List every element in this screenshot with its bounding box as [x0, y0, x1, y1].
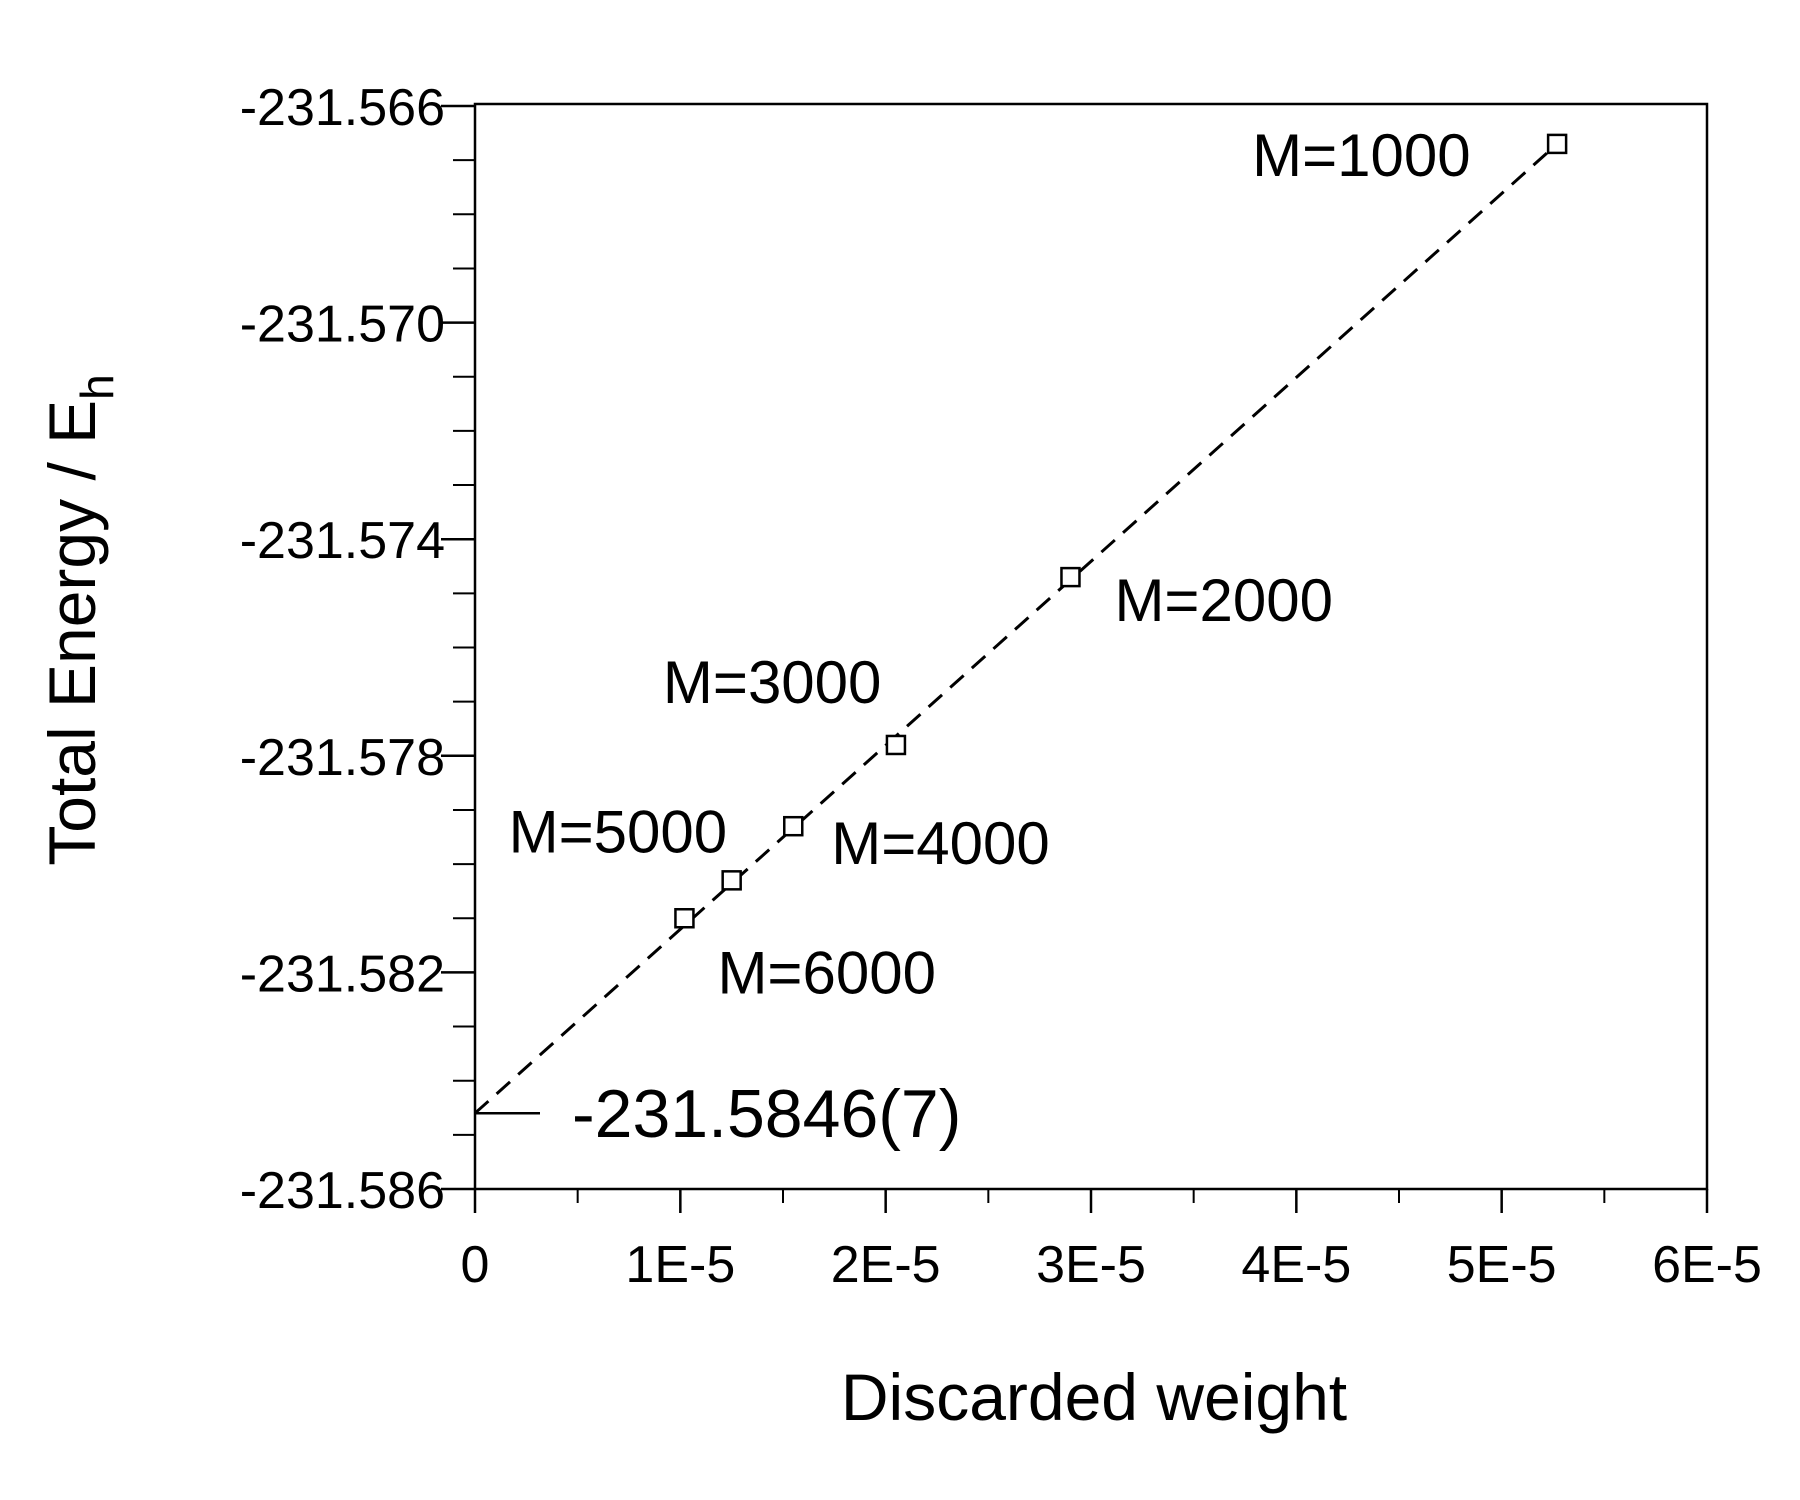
- y-tick-label: -231.570: [240, 296, 445, 354]
- y-tick-label: -231.586: [240, 1162, 445, 1220]
- data-point-label: M=2000: [1114, 567, 1333, 634]
- data-point-label: M=6000: [717, 939, 936, 1006]
- fit-line-layer: [473, 142, 1559, 1115]
- y-tick-label: -231.566: [240, 79, 445, 137]
- data-point: [1060, 566, 1081, 588]
- y-axis-title-main: Total Energy / E: [35, 400, 109, 866]
- y-axis-title-subscript: h: [71, 374, 123, 400]
- data-point-label: M=4000: [831, 810, 1049, 877]
- data-point-label: M=3000: [663, 649, 882, 716]
- data-point: [721, 870, 742, 891]
- y-tick-label: -231.582: [240, 945, 445, 1003]
- x-tick-label: 1E-5: [625, 1236, 735, 1294]
- y-tick-label: -231.578: [240, 729, 445, 787]
- axes-layer: 0 1E-5 2E-5 3E-5 4E-5 5E-5 6E-5 -231.566 -231.57…: [240, 79, 1762, 1294]
- x-tick-label: 2E-5: [831, 1236, 941, 1294]
- data-point: [885, 734, 907, 756]
- point-labels-layer: M=1000 M=2000 M=3000 M=4000 M=5000 M=6000: [509, 122, 1471, 1006]
- x-axis-title: Discarded weight: [841, 1360, 1347, 1434]
- data-point: [783, 815, 804, 837]
- y-axis-title: Total Energy / Eh: [35, 374, 123, 866]
- x-tick-label: 0: [461, 1236, 490, 1294]
- x-tick-label: 5E-5: [1447, 1236, 1557, 1294]
- data-point-label: M=1000: [1252, 122, 1471, 189]
- fit-line: [473, 142, 1559, 1115]
- data-point-label: M=5000: [509, 798, 727, 865]
- extrapolated-energy-label: -231.5846(7): [572, 1076, 961, 1152]
- x-tick-label: 3E-5: [1036, 1236, 1146, 1294]
- x-tick-label: 6E-5: [1652, 1236, 1762, 1294]
- plot-frame: [473, 102, 1709, 1191]
- y-tick-label: -231.574: [240, 512, 445, 570]
- y-axis-title-group: Total Energy / Eh: [35, 374, 123, 866]
- data-points-layer: [674, 133, 1568, 929]
- x-tick-label: 4E-5: [1241, 1236, 1351, 1294]
- data-point: [1546, 133, 1568, 155]
- data-point: [674, 908, 695, 929]
